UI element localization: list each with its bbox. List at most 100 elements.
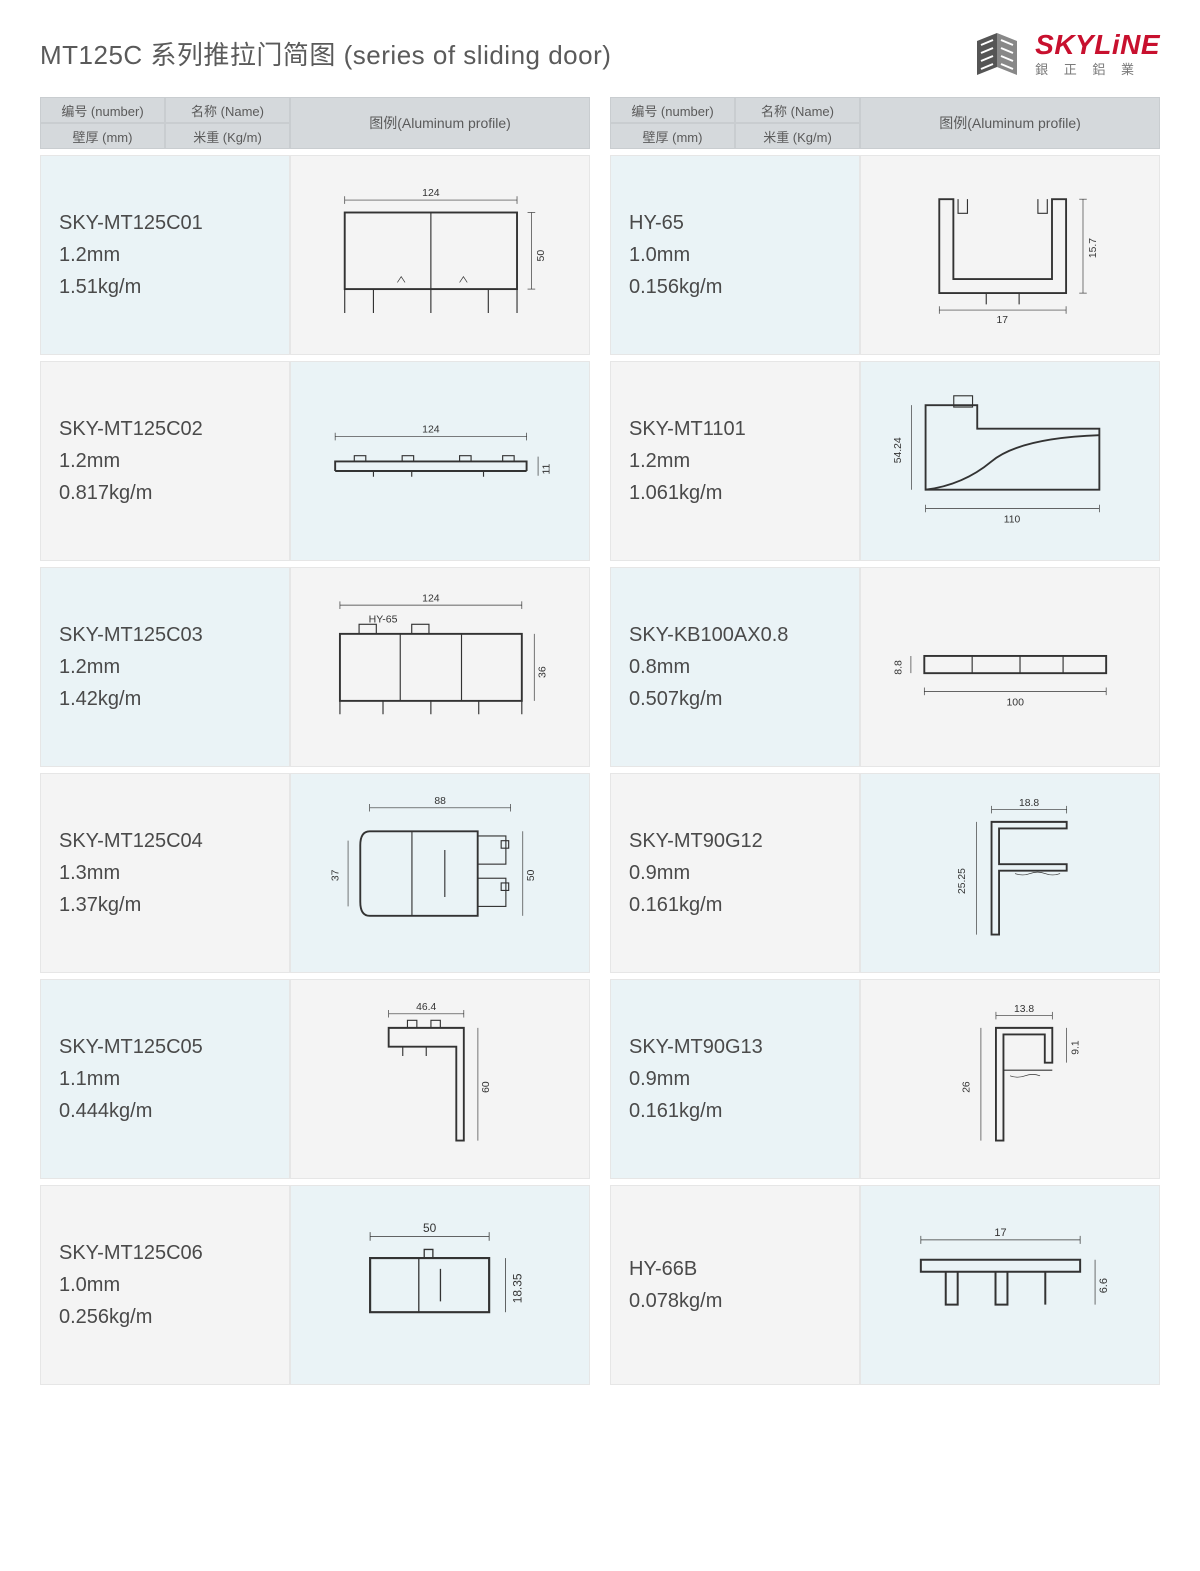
product-weight: 0.507kg/m	[629, 683, 841, 715]
product-weight: 0.256kg/m	[59, 1301, 271, 1333]
product-thickness: 1.1mm	[59, 1063, 271, 1095]
profile-diagram: 124 11	[309, 372, 571, 550]
svg-text:HY-65: HY-65	[368, 613, 397, 625]
svg-text:124: 124	[422, 423, 440, 435]
svg-text:8.8: 8.8	[892, 660, 904, 675]
product-weight: 0.161kg/m	[629, 1095, 841, 1127]
svg-text:100: 100	[1006, 696, 1024, 708]
hdr-thickness: 壁厚 (mm)	[610, 123, 735, 149]
product-thickness: 1.2mm	[59, 651, 271, 683]
product-weight: 0.156kg/m	[629, 271, 841, 303]
svg-text:50: 50	[423, 1221, 437, 1235]
profile-diagram: 124 HY-65 36	[309, 578, 571, 756]
profile-diagram: 46.4 60	[309, 990, 571, 1168]
hdr-number: 编号 (number)	[40, 97, 165, 123]
svg-text:46.4: 46.4	[416, 1002, 436, 1013]
svg-text:36: 36	[536, 666, 548, 678]
table-row: SKY-MT125C04 1.3mm 1.37kg/m 88	[40, 773, 590, 973]
table-row: SKY-MT90G13 0.9mm 0.161kg/m 13.8 9.1	[610, 979, 1160, 1179]
hdr-weight: 米重 (Kg/m)	[165, 123, 290, 149]
product-code: SKY-MT90G12	[629, 825, 841, 857]
svg-text:50: 50	[534, 249, 546, 261]
product-code: SKY-MT125C03	[59, 619, 271, 651]
svg-text:15.7: 15.7	[1088, 237, 1099, 257]
profile-diagram: 124 50	[309, 166, 571, 344]
brand-logo: SKYLiNE 銀 正 鋁 業	[971, 30, 1160, 77]
hdr-profile: 图例(Aluminum profile)	[290, 97, 590, 149]
table-row: SKY-MT1101 1.2mm 1.061kg/m 54.24 110	[610, 361, 1160, 561]
hdr-name: 名称 (Name)	[165, 97, 290, 123]
profile-diagram: 17 15.7	[879, 166, 1141, 344]
svg-text:11: 11	[540, 463, 552, 474]
hdr-name: 名称 (Name)	[735, 97, 860, 123]
svg-text:54.24: 54.24	[893, 437, 904, 463]
product-code: HY-66B	[629, 1253, 841, 1285]
product-weight: 1.37kg/m	[59, 889, 271, 921]
svg-text:50: 50	[526, 869, 537, 881]
product-thickness: 1.0mm	[59, 1269, 271, 1301]
svg-text:37: 37	[331, 869, 342, 881]
product-thickness: 1.2mm	[629, 445, 841, 477]
product-thickness: 1.2mm	[59, 445, 271, 477]
table-row: HY-65 1.0mm 0.156kg/m 17 15.7	[610, 155, 1160, 355]
product-code: SKY-MT125C06	[59, 1237, 271, 1269]
product-code: SKY-MT125C04	[59, 825, 271, 857]
product-thickness: 1.2mm	[59, 239, 271, 271]
svg-text:17: 17	[997, 315, 1009, 326]
profile-diagram: 13.8 9.1 26	[879, 990, 1141, 1168]
product-code: SKY-MT90G13	[629, 1031, 841, 1063]
svg-text:110: 110	[1004, 514, 1021, 525]
profile-diagram: 8.8 100	[879, 578, 1141, 756]
product-weight: 0.078kg/m	[629, 1285, 841, 1317]
svg-text:60: 60	[481, 1081, 492, 1093]
right-rows: HY-65 1.0mm 0.156kg/m 17 15.7	[610, 155, 1160, 1385]
product-code: SKY-MT125C05	[59, 1031, 271, 1063]
product-weight: 1.42kg/m	[59, 683, 271, 715]
page-header: MT125C 系列推拉门简图 (series of sliding door) …	[40, 30, 1160, 77]
product-thickness: 0.8mm	[629, 651, 841, 683]
table-row: HY-66B 0.078kg/m 17 6.6	[610, 1185, 1160, 1385]
svg-text:26: 26	[962, 1081, 973, 1093]
hdr-profile: 图例(Aluminum profile)	[860, 97, 1160, 149]
product-thickness: 0.9mm	[629, 1063, 841, 1095]
svg-text:25.25: 25.25	[957, 867, 968, 893]
product-thickness: 1.3mm	[59, 857, 271, 889]
profile-diagram: 18.8 25.25	[879, 784, 1141, 962]
hdr-number: 编号 (number)	[610, 97, 735, 123]
logo-main-text: SKYLiNE	[1035, 30, 1160, 61]
product-weight: 1.061kg/m	[629, 477, 841, 509]
left-rows: SKY-MT125C01 1.2mm 1.51kg/m 124	[40, 155, 590, 1385]
profile-diagram: 88 37 50	[309, 784, 571, 962]
product-code: SKY-KB100AX0.8	[629, 619, 841, 651]
svg-text:88: 88	[434, 796, 446, 807]
product-weight: 0.817kg/m	[59, 477, 271, 509]
table-row: SKY-MT90G12 0.9mm 0.161kg/m 18.8 25.25	[610, 773, 1160, 973]
table-row: SKY-KB100AX0.8 0.8mm 0.507kg/m 8.8 1	[610, 567, 1160, 767]
product-code: HY-65	[629, 207, 841, 239]
table-row: SKY-MT125C03 1.2mm 1.42kg/m 124 HY-65	[40, 567, 590, 767]
product-weight: 0.444kg/m	[59, 1095, 271, 1127]
product-code: SKY-MT125C01	[59, 207, 271, 239]
logo-sub-text: 銀 正 鋁 業	[1035, 63, 1160, 77]
svg-text:6.6: 6.6	[1098, 1278, 1110, 1293]
product-weight: 0.161kg/m	[629, 889, 841, 921]
svg-text:18.8: 18.8	[1019, 797, 1039, 808]
table-row: SKY-MT125C05 1.1mm 0.444kg/m 46.4 60	[40, 979, 590, 1179]
product-weight: 1.51kg/m	[59, 271, 271, 303]
profile-diagram: 54.24 110	[879, 372, 1141, 550]
product-code: SKY-MT125C02	[59, 413, 271, 445]
profile-diagram: 50 18.35	[309, 1196, 571, 1374]
table-row: SKY-MT125C06 1.0mm 0.256kg/m 50 18.35	[40, 1185, 590, 1385]
hdr-thickness: 壁厚 (mm)	[40, 123, 165, 149]
logo-mark-icon	[971, 31, 1027, 77]
svg-text:18.35: 18.35	[510, 1273, 524, 1303]
product-code: SKY-MT1101	[629, 413, 841, 445]
product-thickness: 1.0mm	[629, 239, 841, 271]
right-column-headers: 编号 (number) 名称 (Name) 壁厚 (mm) 米重 (Kg/m) …	[610, 97, 1160, 149]
table-row: SKY-MT125C01 1.2mm 1.51kg/m 124	[40, 155, 590, 355]
svg-text:13.8: 13.8	[1014, 1003, 1034, 1014]
profile-diagram: 17 6.6	[879, 1196, 1141, 1374]
svg-text:124: 124	[422, 187, 440, 199]
hdr-weight: 米重 (Kg/m)	[735, 123, 860, 149]
svg-text:124: 124	[422, 592, 440, 604]
